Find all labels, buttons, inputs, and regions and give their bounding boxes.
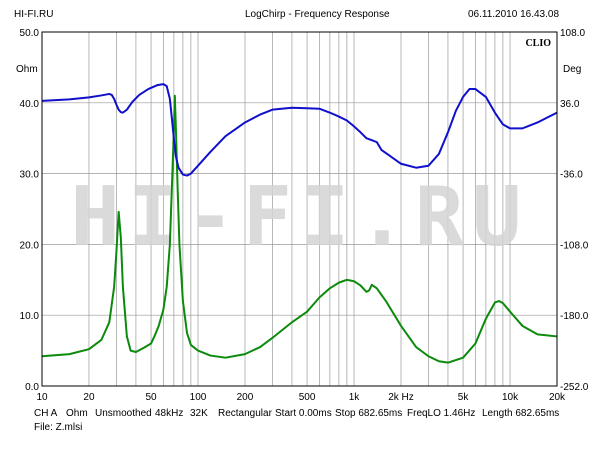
header-title: LogChirp - Frequency Response (245, 9, 390, 20)
y-tick-right-label: -252.0 (560, 382, 589, 393)
y-tick-right-label: -108.0 (560, 240, 589, 251)
y-tick-right-label: 108.0 (560, 28, 585, 39)
left-axis-ticks: 0.0 10.0 20.0 30.0 40.0 50.0 (20, 28, 40, 393)
footer-window: Rectangular (218, 408, 272, 419)
footer-size: 32K (190, 408, 208, 419)
header-timestamp: 06.11.2010 16.43.08 (468, 9, 560, 20)
y-tick-right-label: -36.0 (560, 170, 583, 181)
right-unit-label: Deg (563, 64, 581, 75)
x-tick-label: 10 (36, 392, 48, 403)
left-unit-label: Ohm (16, 64, 38, 75)
y-tick-left-label: 40.0 (20, 99, 40, 110)
series-lines (41, 83, 558, 364)
watermark: HI-FI.RU (71, 170, 530, 265)
y-tick-left-label: 50.0 (20, 28, 40, 39)
x-tick-label: 100 (190, 392, 207, 403)
header-left: HI-FI.RU (14, 9, 54, 20)
x-tick-label: 500 (299, 392, 316, 403)
footer-rate: 48kHz (155, 408, 184, 419)
y-tick-left-label: 30.0 (20, 170, 40, 181)
x-tick-label: 2k Hz (388, 392, 414, 403)
y-tick-left-label: 20.0 (20, 240, 40, 251)
footer-length: Length 682.65ms (482, 408, 560, 419)
y-tick-right-label: 36.0 (560, 99, 580, 110)
footer-freqlo: FreqLO 1.46Hz (407, 408, 476, 419)
footer-unit: Ohm (66, 408, 88, 419)
x-tick-label: 20k (549, 392, 566, 403)
phase-curve (41, 83, 558, 177)
watermark-text: HI-FI.RU (71, 170, 530, 265)
y-tick-left-label: 10.0 (20, 311, 40, 322)
clio-badge: CLIO (525, 38, 551, 49)
y-tick-left-label: 0.0 (25, 382, 39, 393)
x-tick-label: 20 (83, 392, 95, 403)
footer-stop: Stop 682.65ms (335, 408, 403, 419)
x-tick-label: 1k (349, 392, 361, 403)
footer-start: Start 0.00ms (275, 408, 332, 419)
footer-file: File: Z.mlsi (34, 422, 83, 433)
x-tick-label: 5k (458, 392, 470, 403)
impedance-curve (41, 94, 558, 364)
x-tick-label: 200 (237, 392, 254, 403)
x-tick-label: 50 (145, 392, 157, 403)
plot-frame (41, 31, 558, 387)
y-tick-right-label: -180.0 (560, 311, 589, 322)
x-axis-ticks: 10 20 50 100 200 500 1k 2k Hz 5k 10k 20k (36, 392, 566, 403)
footer-channel: CH A (34, 408, 58, 419)
right-axis-ticks: -252.0 -180.0 -108.0 -36.0 36.0 108.0 (560, 28, 589, 393)
grid (42, 32, 557, 386)
x-tick-label: 10k (502, 392, 519, 403)
footer-smoothing: Unsmoothed (95, 408, 152, 419)
